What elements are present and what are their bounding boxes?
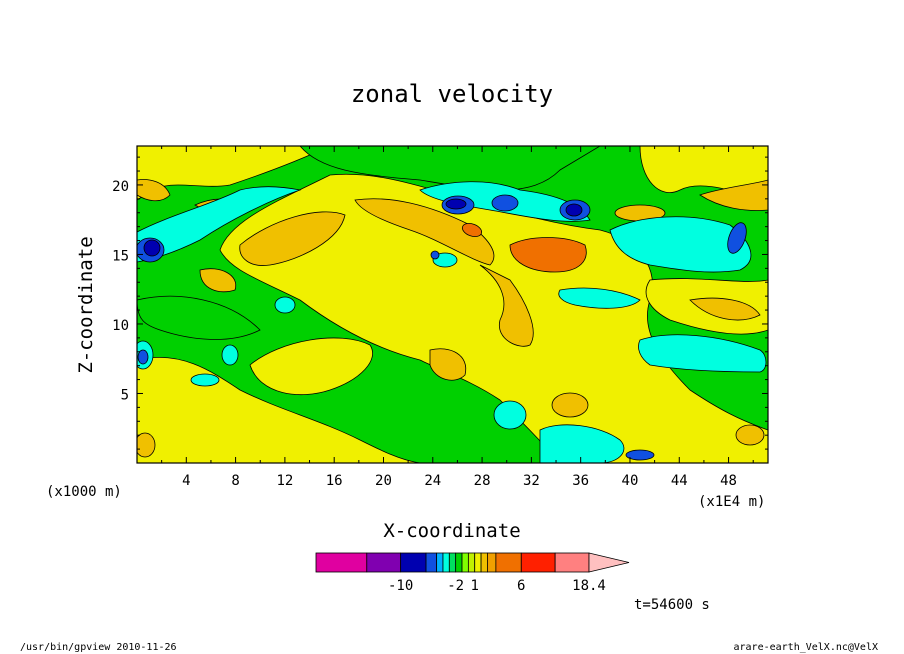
- y-unit-label: (x1000 m): [46, 484, 122, 500]
- colorbar-swatch: [495, 552, 522, 573]
- colorbar-swatch: [487, 552, 497, 573]
- x-axis-label: X-coordinate: [383, 520, 520, 542]
- y-tick-label: 10: [112, 318, 129, 334]
- colorbar-swatch: [366, 552, 402, 573]
- colorbar-swatch: [315, 552, 368, 573]
- y-tick-label: 20: [112, 179, 129, 195]
- colorbar-max-arrow: [588, 552, 630, 573]
- x-unit-label: (x1E4 m): [698, 494, 765, 510]
- colorbar-tick-label: -2: [447, 578, 464, 594]
- y-tick-label: 15: [112, 248, 129, 264]
- orange-region: [354, 198, 495, 266]
- cyan-region: [137, 186, 302, 263]
- x-tick-label: 40: [622, 473, 639, 489]
- blue-region: [137, 349, 149, 365]
- colorbar-swatch: [425, 552, 438, 573]
- colorbar-swatch: [448, 552, 457, 573]
- x-axis: 4 8 12 16 20 24 28 32 36 40 44 48: [161, 146, 754, 489]
- cyan-region: [609, 216, 752, 273]
- cyan-region: [190, 373, 220, 387]
- colorbar-swatch: [554, 552, 590, 573]
- x-tick-label: 32: [523, 473, 540, 489]
- cyan-region: [221, 344, 239, 366]
- x-tick-label: 8: [231, 473, 239, 489]
- plot-frame: [136, 145, 769, 464]
- x-tick-label: 48: [720, 473, 737, 489]
- green-region: [137, 146, 601, 191]
- y-tick-label: 5: [121, 387, 129, 403]
- blue-region: [430, 250, 440, 260]
- green-region: [137, 295, 261, 340]
- dark-orange-region: [461, 223, 483, 237]
- colorbar-swatch: [480, 552, 488, 573]
- x-tick-label: 12: [276, 473, 293, 489]
- cyan-region: [638, 334, 767, 373]
- colorbar-swatch: [455, 552, 463, 573]
- orange-region: [239, 211, 346, 266]
- blue-region: [727, 222, 747, 254]
- cyan-region: [493, 400, 527, 430]
- blue-region: [491, 194, 519, 212]
- colorbar-tick-label: -10: [388, 578, 413, 594]
- orange-region: [137, 179, 171, 202]
- orange-region: [137, 432, 156, 458]
- yellow-region: [249, 337, 373, 396]
- colorbar: -10 -2 1 6 18.4: [315, 552, 630, 594]
- orange-region: [699, 179, 768, 211]
- colorbar-swatch: [436, 552, 444, 573]
- x-tick-label: 44: [671, 473, 688, 489]
- orange-region: [479, 264, 534, 347]
- orange-region: [735, 424, 765, 446]
- colorbar-tick-label: 1: [471, 578, 479, 594]
- y-axis-label: Z-coordinate: [75, 236, 97, 373]
- cyan-region: [558, 287, 641, 309]
- colorbar-swatch: [520, 552, 556, 573]
- colorbar-swatch: [400, 552, 427, 573]
- dark-blue-region: [565, 203, 583, 217]
- x-tick-label: 4: [182, 473, 190, 489]
- footer-right: arare-earth_VelX.nc@VelX: [734, 642, 879, 653]
- colorbar-tick-label: 6: [517, 578, 525, 594]
- chart-title: zonal velocity: [351, 80, 553, 108]
- footer-left: /usr/bin/gpview 2010-11-26: [20, 642, 177, 653]
- x-tick-label: 36: [572, 473, 589, 489]
- y-axis: 5 10 15 20: [112, 156, 768, 450]
- velocity-field: [137, 146, 768, 463]
- time-annotation: t=54600 s: [634, 597, 710, 613]
- colorbar-swatch: [474, 552, 482, 573]
- colorbar-swatch: [467, 552, 476, 573]
- colorbar-swatch: [461, 552, 469, 573]
- cyan-region: [274, 296, 296, 314]
- dark-orange-region: [509, 237, 587, 273]
- x-tick-label: 28: [474, 473, 491, 489]
- orange-region: [689, 297, 761, 321]
- colorbar-swatch: [442, 552, 450, 573]
- x-tick-label: 24: [424, 473, 441, 489]
- dark-blue-region: [143, 239, 161, 257]
- orange-region: [429, 348, 467, 381]
- orange-region: [551, 392, 589, 418]
- orange-region: [199, 268, 237, 293]
- blue-region: [625, 449, 655, 461]
- x-tick-label: 20: [375, 473, 392, 489]
- colorbar-tick-label: 18.4: [572, 578, 606, 594]
- dark-blue-region: [445, 198, 467, 210]
- x-tick-label: 16: [326, 473, 343, 489]
